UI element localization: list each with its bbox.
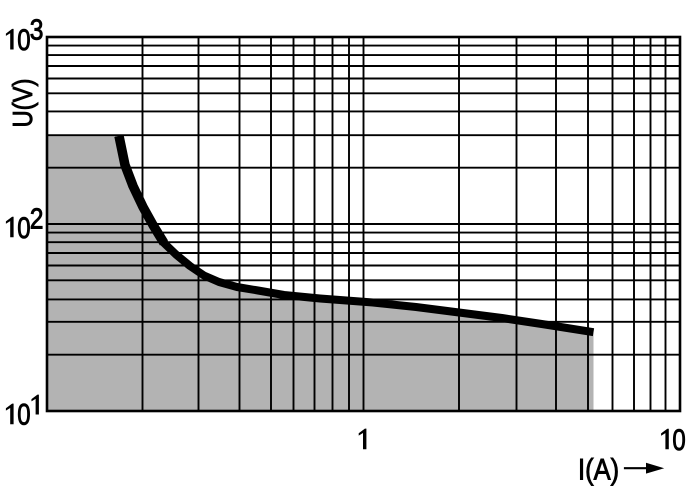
svg-text:2: 2 (30, 203, 44, 235)
svg-text:0: 0 (672, 422, 685, 456)
svg-text:0: 0 (17, 397, 30, 431)
svg-text:0: 0 (17, 210, 30, 244)
svg-text:U(V): U(V) (6, 79, 38, 128)
svg-text:3: 3 (30, 14, 44, 46)
svg-text:0: 0 (17, 22, 30, 56)
svg-text:I(A): I(A) (578, 452, 619, 485)
